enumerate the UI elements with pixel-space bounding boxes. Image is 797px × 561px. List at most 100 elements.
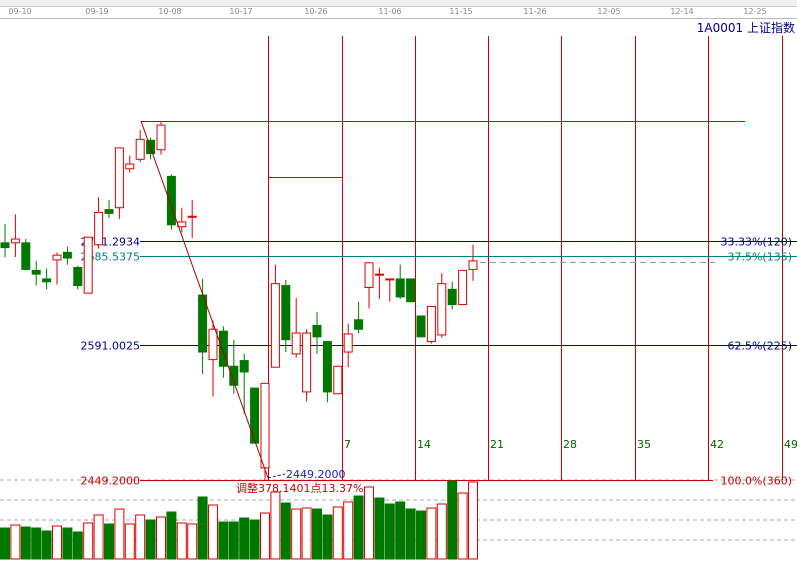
cycle-day-label: 28	[563, 438, 577, 451]
volume-bar	[197, 496, 208, 560]
cycle-day-label: 49	[784, 438, 797, 451]
volume-bar	[322, 514, 333, 560]
candle-body	[0, 242, 10, 249]
cycle-day-label: 7	[344, 438, 351, 451]
date-tick: 10-17	[229, 7, 253, 16]
candle-body	[73, 267, 83, 287]
candle-body	[406, 278, 416, 303]
volume-bar	[218, 521, 229, 560]
candle-body	[187, 215, 197, 218]
candle-body	[156, 124, 166, 151]
candle-body	[291, 332, 301, 355]
fib-percent-label: 100.0%(360)	[720, 475, 792, 488]
candle-body	[416, 315, 426, 338]
candle-body	[10, 238, 20, 244]
date-tick: 11-15	[449, 7, 473, 16]
candle-body	[374, 273, 384, 276]
candle-body	[114, 147, 124, 209]
candle-body	[447, 288, 457, 306]
candle-body	[385, 278, 395, 281]
cycle-day-label: 14	[417, 438, 431, 451]
volume-bar	[135, 514, 146, 560]
volume-bar	[280, 502, 291, 560]
candle-body	[302, 332, 312, 393]
candle-body	[395, 278, 405, 298]
date-tick: 11-06	[378, 7, 402, 16]
volume-bar	[176, 522, 187, 560]
candle-body	[104, 209, 114, 214]
volume-bar	[426, 507, 437, 560]
candle-body	[198, 294, 208, 353]
candle-body	[166, 175, 176, 226]
candle-body	[312, 324, 322, 338]
fib-percent-label: 62.5%(225)	[727, 340, 792, 353]
volume-bar	[457, 492, 468, 560]
volume-bar	[249, 519, 260, 560]
volume-bar	[20, 526, 31, 560]
volume-bar	[0, 527, 10, 560]
candle-body	[437, 283, 447, 336]
volume-bar	[436, 503, 447, 560]
date-tick: 10-08	[158, 7, 182, 16]
date-tick: 12-14	[670, 7, 694, 16]
candle-body	[354, 319, 364, 330]
candle-body	[177, 221, 187, 228]
candle-body	[426, 305, 436, 343]
candle-body	[52, 254, 62, 261]
volume-bar	[166, 511, 177, 560]
date-tick: 12-05	[597, 7, 621, 16]
volume-bar	[156, 516, 166, 560]
candle-body	[94, 211, 104, 246]
volume-bar	[468, 481, 478, 560]
low-pointer	[267, 473, 286, 479]
volume-bar	[208, 504, 218, 560]
candle-body	[135, 138, 145, 160]
cycle-day-label: 35	[637, 438, 651, 451]
volume-bar	[93, 514, 104, 560]
volume-bar	[31, 527, 42, 560]
volume-bar	[416, 510, 426, 560]
candle-body	[218, 330, 228, 367]
volume-bar	[291, 508, 302, 560]
volume-bar	[332, 506, 343, 560]
candle-body	[42, 278, 52, 283]
candle-body	[208, 328, 218, 361]
candle-body	[458, 269, 468, 306]
volume-bar	[52, 525, 62, 560]
candle-body	[125, 163, 135, 170]
candle-body	[333, 365, 343, 395]
volume-bar	[187, 523, 198, 560]
date-tick: 09-10	[8, 7, 32, 16]
volume-bar	[62, 527, 73, 560]
adjustment-label: 调整378.1401点13.37%	[236, 481, 363, 495]
volume-bar	[41, 530, 52, 560]
toolbar-strip	[0, 0, 797, 7]
volume-bar	[353, 495, 364, 560]
candle-body	[270, 283, 280, 368]
volume-bar	[10, 524, 21, 560]
cycle-day-label: 21	[490, 438, 504, 451]
candle-body	[31, 269, 41, 275]
volume-bar	[270, 491, 281, 560]
volume-bar	[447, 480, 458, 560]
volume-bar	[104, 523, 114, 560]
candle-body	[229, 365, 239, 386]
volume-bar	[405, 508, 416, 560]
volume-bar	[395, 501, 406, 560]
date-tick: 12-25	[743, 7, 767, 16]
candle-body	[250, 387, 260, 444]
date-tick: 10-26	[304, 7, 328, 16]
date-tick: 09-19	[85, 7, 109, 16]
volume-bar	[145, 519, 156, 560]
volume-bar	[239, 517, 250, 560]
chart-title: 1A0001 上证指数	[696, 21, 795, 35]
fib-price-label: 2449.2000	[81, 475, 141, 488]
candle-body	[239, 360, 249, 373]
candle-body	[260, 382, 270, 469]
volume-bar	[374, 497, 385, 560]
volume-bar	[312, 508, 322, 560]
candle-body	[62, 251, 72, 259]
fib-price-label: 2685.5375	[81, 251, 141, 264]
candle-body	[21, 242, 31, 270]
